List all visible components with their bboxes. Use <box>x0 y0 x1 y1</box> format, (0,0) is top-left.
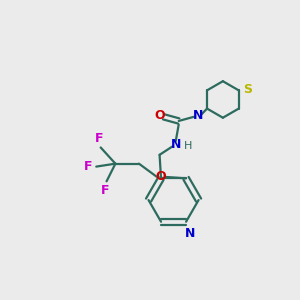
Text: O: O <box>156 170 167 183</box>
Text: S: S <box>243 83 252 96</box>
Text: F: F <box>101 184 109 197</box>
Text: N: N <box>171 138 181 151</box>
Text: N: N <box>185 227 196 240</box>
Text: F: F <box>95 132 103 145</box>
Text: N: N <box>193 109 203 122</box>
Text: O: O <box>154 109 165 122</box>
Text: H: H <box>184 141 192 151</box>
Text: F: F <box>84 160 93 173</box>
